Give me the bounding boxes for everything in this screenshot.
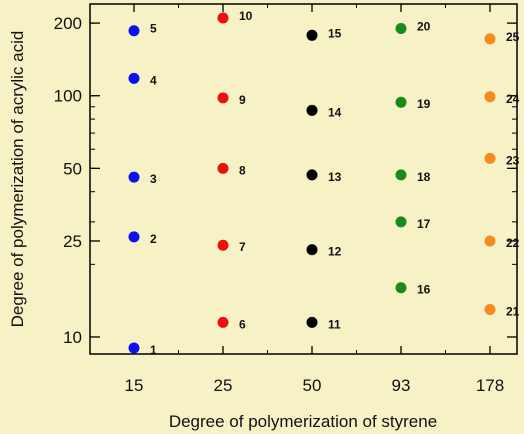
data-point-13 — [306, 169, 318, 181]
x-axis: 15 25 50 93 178 — [125, 4, 504, 395]
x-axis-title: Degree of polymerization of styrene — [169, 412, 437, 431]
point-label-9: 9 — [239, 93, 246, 107]
point-label-8: 8 — [239, 163, 246, 177]
data-point-24 — [484, 91, 496, 103]
data-point-19 — [395, 96, 407, 108]
point-label-21: 21 — [506, 304, 520, 318]
point-label-10: 10 — [239, 9, 253, 23]
data-point-6 — [217, 316, 229, 328]
point-label-19: 19 — [417, 97, 431, 111]
point-label-3: 3 — [150, 172, 157, 186]
y-tick-label: 10 — [63, 328, 82, 347]
point-label-15: 15 — [328, 26, 342, 40]
x-tick-label: 15 — [125, 376, 144, 395]
data-point-11 — [306, 316, 318, 328]
data-point-2 — [128, 231, 140, 243]
data-point-9 — [217, 92, 229, 104]
data-point-12 — [306, 244, 318, 256]
y-tick-label: 25 — [63, 232, 82, 251]
point-label-6: 6 — [239, 317, 246, 331]
data-point-14 — [306, 104, 318, 116]
x-tick-label: 178 — [476, 376, 504, 395]
point-label-25: 25 — [506, 30, 520, 44]
point-label-23: 23 — [506, 153, 520, 167]
data-point-23 — [484, 152, 496, 164]
data-point-22 — [484, 235, 496, 247]
data-point-7 — [217, 239, 229, 251]
point-label-7: 7 — [239, 240, 246, 254]
data-point-5 — [128, 25, 140, 37]
data-point-20 — [395, 22, 407, 34]
point-label-2: 2 — [150, 232, 157, 246]
data-point-10 — [217, 12, 229, 24]
x-tick-label: 93 — [392, 376, 411, 395]
point-label-13: 13 — [328, 170, 342, 184]
point-label-5: 5 — [150, 22, 157, 36]
x-tick-label: 50 — [303, 376, 322, 395]
point-label-4: 4 — [150, 73, 157, 87]
data-point-1 — [128, 342, 140, 354]
point-label-24: 24 — [506, 92, 520, 106]
y-tick-label: 200 — [54, 14, 82, 33]
point-label-22: 22 — [506, 236, 520, 250]
data-points: 1234567891011121314151617181920212223242… — [128, 9, 520, 357]
point-label-18: 18 — [417, 170, 431, 184]
point-label-16: 16 — [417, 283, 431, 297]
point-label-17: 17 — [417, 217, 431, 231]
y-tick-label: 50 — [63, 159, 82, 178]
point-label-12: 12 — [328, 245, 342, 259]
data-point-8 — [217, 162, 229, 174]
data-point-18 — [395, 169, 407, 181]
x-tick-label: 25 — [214, 376, 233, 395]
data-point-3 — [128, 171, 140, 183]
data-point-25 — [484, 33, 496, 45]
point-label-20: 20 — [417, 19, 431, 33]
data-point-16 — [395, 282, 407, 294]
point-label-11: 11 — [328, 317, 341, 331]
data-point-17 — [395, 216, 407, 228]
data-point-4 — [128, 72, 140, 84]
y-axis-title: Degree of polymerization of acrylic acid — [8, 31, 27, 328]
point-label-1: 1 — [150, 343, 157, 357]
data-point-21 — [484, 303, 496, 315]
y-tick-label: 100 — [54, 87, 82, 106]
data-point-15 — [306, 29, 318, 41]
plot-area — [89, 3, 518, 355]
point-label-14: 14 — [328, 105, 342, 119]
